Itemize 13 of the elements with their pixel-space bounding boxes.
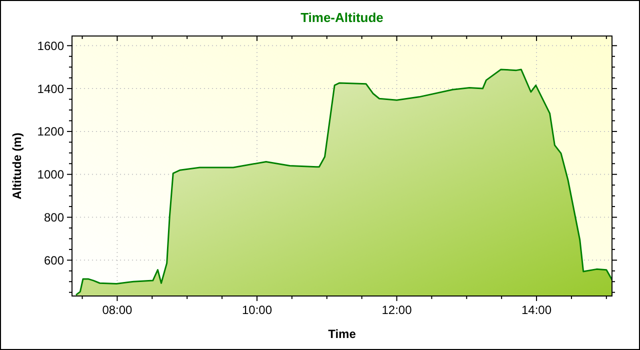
x-tick-label: 14:00: [522, 303, 552, 317]
x-axis-title: Time: [328, 327, 356, 341]
y-tick-label: 600: [44, 253, 64, 268]
y-tick-label: 800: [44, 210, 64, 224]
x-tick-label: 08:00: [102, 303, 133, 317]
y-tick-label: 1200: [37, 124, 64, 139]
y-tick-label: 1600: [37, 38, 64, 53]
chart-title: Time-Altitude: [300, 10, 384, 25]
x-tick-label: 10:00: [242, 303, 272, 317]
y-axis-title: Altitude (m): [10, 132, 24, 200]
y-tick-label: 1000: [37, 168, 64, 182]
x-tick-label: 12:00: [382, 303, 412, 317]
y-tick-label: 1400: [37, 82, 64, 96]
